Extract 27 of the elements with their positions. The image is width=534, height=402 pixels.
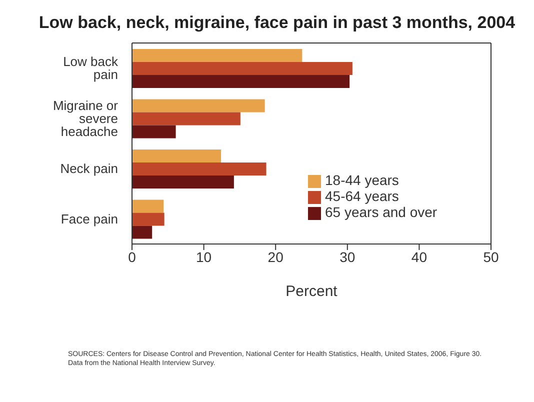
x-tick-label: 40 xyxy=(411,248,428,265)
x-tick-label: 10 xyxy=(196,248,212,265)
bar xyxy=(132,112,240,126)
bar xyxy=(132,49,302,62)
y-tick-label: Low back pain xyxy=(63,54,118,82)
bar xyxy=(132,200,164,213)
bar xyxy=(132,99,265,112)
x-tick-label: 20 xyxy=(268,248,284,265)
x-tick-label: 0 xyxy=(128,248,136,265)
bar xyxy=(132,125,176,138)
bar xyxy=(132,150,222,163)
bar xyxy=(132,62,352,76)
legend-label: 65 years and over xyxy=(325,204,438,220)
y-tick-label: Neck pain xyxy=(60,161,118,176)
legend-label: 45-64 years xyxy=(325,188,399,204)
bar xyxy=(132,212,164,226)
x-tick-label: 30 xyxy=(340,248,356,265)
y-tick-label: Face pain xyxy=(60,211,118,226)
chart-title: Low back, neck, migraine, face pain in past 3 months, 2004 xyxy=(38,12,516,32)
x-axis-title: Percent xyxy=(286,283,338,300)
bar xyxy=(132,162,266,176)
x-tick-label: 50 xyxy=(483,248,499,265)
y-tick-label: Migraine or severe headache xyxy=(52,98,119,139)
bar xyxy=(132,75,350,88)
bar xyxy=(132,226,152,239)
legend-label: 18-44 years xyxy=(325,172,399,188)
bar xyxy=(132,176,234,189)
